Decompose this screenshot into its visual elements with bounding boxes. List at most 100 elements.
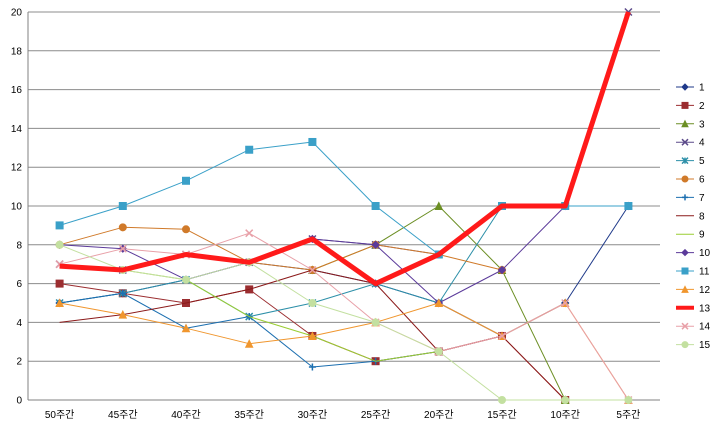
data-point [308, 299, 317, 307]
y-tick-label: 14 [11, 124, 23, 135]
legend-item: 9 [676, 230, 705, 241]
legend-item: 11 [676, 267, 710, 278]
y-tick-label: 20 [11, 8, 23, 19]
x-tick-label: 30주간 [298, 409, 328, 421]
y-tick-label: 10 [11, 202, 23, 213]
data-point [308, 265, 317, 275]
data-point [561, 396, 570, 404]
data-point [371, 202, 380, 210]
data-point [681, 83, 689, 91]
legend-item: 12 [676, 285, 711, 296]
series-13 [59, 11, 631, 287]
data-point [308, 363, 316, 371]
y-tick-label: 4 [16, 318, 22, 329]
series-line [59, 11, 631, 287]
legend-item: 1 [676, 83, 705, 94]
y-tick-label: 18 [11, 46, 23, 57]
data-point [181, 323, 191, 333]
legend-label: 13 [699, 303, 711, 314]
y-tick-label: 12 [11, 163, 23, 174]
x-tick-label: 35주간 [234, 409, 264, 421]
legend-label: 8 [699, 211, 705, 222]
data-point [55, 240, 64, 249]
y-tick-label: 6 [16, 279, 22, 290]
data-point [119, 289, 127, 297]
x-tick-label: 10주간 [550, 409, 580, 421]
data-point [497, 265, 507, 275]
legend-item: 3 [676, 119, 705, 130]
legend-item: 6 [676, 175, 705, 186]
legend-label: 3 [699, 119, 705, 130]
data-point [681, 248, 689, 257]
data-point [308, 137, 317, 146]
legend-item: 13 [676, 303, 711, 314]
data-point [434, 201, 444, 210]
data-point [561, 298, 570, 308]
data-point [118, 310, 128, 319]
data-point [118, 223, 127, 232]
y-axis-tick-labels: 0 2 4 6 8 10 12 14 16 18 20 [11, 8, 23, 407]
y-tick-label: 0 [16, 396, 22, 407]
x-tick-label: 15주간 [487, 409, 517, 421]
data-point [182, 225, 190, 234]
legend-label: 9 [699, 230, 705, 241]
legend-label: 12 [699, 285, 711, 296]
data-point [434, 347, 443, 356]
legend-label: 10 [699, 248, 711, 259]
legend-item: 10 [676, 248, 711, 259]
grid-lines [28, 11, 660, 362]
data-point [624, 396, 633, 404]
data-point [182, 275, 190, 284]
y-tick-label: 8 [16, 240, 22, 251]
legend-label: 5 [699, 156, 705, 167]
data-point [434, 298, 444, 307]
data-point [681, 138, 689, 146]
data-point [55, 298, 64, 307]
legend-label: 6 [699, 175, 705, 186]
data-point [245, 145, 254, 154]
legend-item: 5 [676, 156, 705, 167]
data-point [682, 194, 688, 201]
x-tick-label: 40주간 [171, 409, 201, 421]
data-point [118, 244, 127, 253]
legend-label: 11 [699, 267, 710, 278]
y-tick-label: 16 [11, 85, 23, 96]
legend-item: 2 [676, 101, 705, 112]
data-point [681, 322, 689, 330]
legend-item: 14 [676, 322, 711, 333]
x-axis-tick-labels: 50주간 45주간 40주간 35주간 30주간 25주간 20주간 15주간 10주간 5주간 [45, 409, 641, 421]
data-point [55, 221, 64, 230]
data-point [55, 279, 64, 288]
data-point [681, 119, 689, 128]
data-point [681, 175, 689, 183]
data-point [681, 157, 689, 165]
series-line [59, 226, 503, 271]
legend-item: 4 [676, 138, 705, 149]
x-tick-label: 5주간 [616, 409, 640, 421]
legend-item: 8 [676, 211, 705, 222]
legend-label: 2 [699, 101, 705, 112]
legend-label: 1 [699, 83, 705, 94]
data-point [681, 285, 689, 293]
x-tick-label: 20주간 [424, 409, 454, 421]
series-group [55, 7, 633, 405]
legend-item: 7 [676, 193, 705, 204]
legend-label: 7 [699, 193, 705, 204]
legend-item: 15 [676, 340, 711, 351]
series-line [59, 244, 629, 401]
data-point [244, 339, 254, 348]
data-point [371, 240, 380, 250]
legend-label: 15 [699, 340, 711, 351]
data-point [308, 331, 317, 340]
data-point [182, 176, 190, 185]
data-point [118, 202, 127, 210]
x-tick-label: 50주간 [45, 409, 75, 421]
data-point [498, 396, 506, 404]
data-point [681, 341, 689, 349]
data-point [371, 318, 380, 327]
data-point [245, 229, 254, 238]
legend-label: 14 [699, 322, 711, 333]
x-tick-label: 45주간 [108, 409, 138, 421]
